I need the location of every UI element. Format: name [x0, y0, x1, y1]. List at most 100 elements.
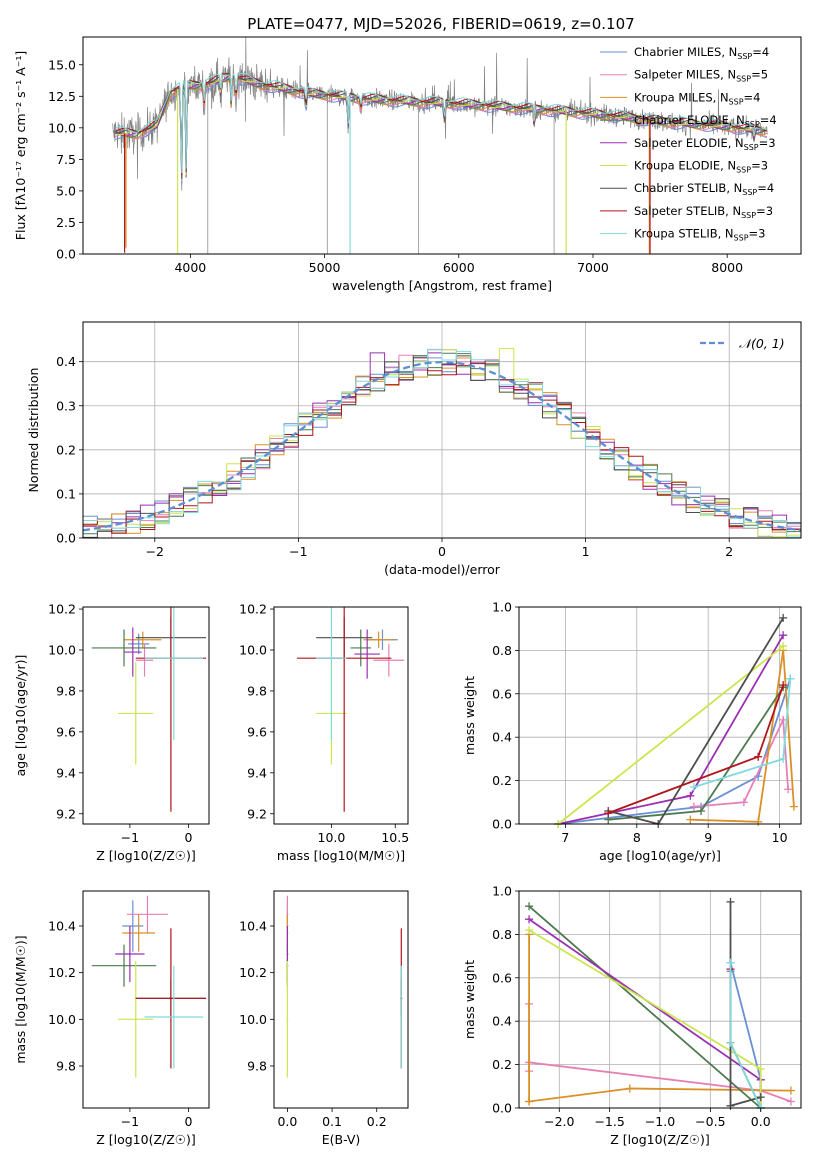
data-point-marker — [689, 802, 698, 811]
legend-label-suffix: =4 — [760, 113, 777, 127]
axes-frame — [82, 606, 210, 825]
data-point-marker — [697, 806, 706, 815]
x-tick-label: 1 — [582, 544, 590, 559]
x-axis-label: mass [log10(M/M☉)] — [277, 848, 405, 863]
data-point-marker — [525, 1097, 534, 1106]
x-axis-label: Z [log10(Z/Z☉)] — [610, 1132, 710, 1147]
series-line — [528, 905, 762, 1109]
y-tick-label: 0.6 — [492, 970, 512, 985]
data-point-marker — [726, 897, 735, 906]
plot-area-mass_z — [91, 895, 207, 1078]
data-point-marker — [789, 802, 798, 811]
x-tick-label: 10 — [772, 830, 788, 845]
legend-label-prefix: Chabrier STELIB, N — [634, 181, 742, 195]
spectrum-legend: Chabrier MILES, NSSP=4 Salpeter MILES, N S… — [600, 45, 777, 243]
legend-label-subscript: SSP — [734, 234, 749, 243]
series-line — [608, 686, 784, 821]
y-tick-label: 9.4 — [247, 765, 267, 780]
data-point-marker — [779, 681, 788, 690]
plot-area-mass_ebv — [286, 895, 403, 1078]
x-tick-label: −2 — [146, 544, 164, 559]
data-point-marker — [525, 902, 534, 911]
y-tick-label: 15.0 — [48, 57, 76, 72]
plot-area-age_z — [91, 607, 207, 812]
y-tick-label: 9.8 — [56, 1059, 76, 1074]
y-tick-label: 0.2 — [492, 1057, 512, 1072]
data-point-marker — [754, 752, 763, 761]
plot-mass_ebv: 0.0 0.1 0.2 9.8 10.0 10.2 10.4 E(B-V) — [239, 890, 409, 1147]
series-line — [528, 918, 762, 1108]
y-tick-label: 0.8 — [492, 927, 512, 942]
legend-label-suffix: =4 — [744, 90, 761, 104]
legend-label-suffix: =3 — [759, 136, 776, 150]
x-tick-label: 9 — [704, 830, 712, 845]
x-tick-label: 7000 — [577, 260, 609, 275]
histogram-step-line — [83, 348, 801, 538]
plot-mass_z: −1 0 9.8 10.0 10.2 10.4 Z [log10(Z/Z☉)] mass [l… — [13, 890, 210, 1147]
x-tick-label: 10.5 — [381, 830, 409, 845]
data-point-marker — [525, 915, 534, 924]
y-tick-label: 10.4 — [48, 919, 76, 934]
data-point-marker — [756, 1093, 765, 1102]
y-tick-label: 10.2 — [239, 602, 267, 617]
data-point-marker — [604, 809, 613, 818]
y-tick-label: 10.0 — [239, 642, 267, 657]
y-tick-label: 0.2 — [492, 773, 512, 788]
x-tick-label: 0 — [185, 830, 193, 845]
plot-area-age_mass — [296, 607, 405, 812]
legend-label-subscript: SSP — [736, 166, 751, 175]
legend-label-suffix: =5 — [751, 68, 768, 82]
y-tick-label: 0.6 — [492, 686, 512, 701]
spectrum-model-line — [114, 73, 768, 181]
y-tick-label: 9.2 — [247, 806, 267, 821]
y-tick-label: 1.0 — [492, 884, 512, 899]
series-line — [558, 634, 784, 825]
x-tick-label: −0.5 — [695, 1114, 725, 1129]
x-tick-label: 5000 — [309, 260, 341, 275]
x-tick-label: 6000 — [443, 260, 475, 275]
plot-age_z: −1 0 9.2 9.4 9.6 9.8 10.0 10.2 Z [log10(Z/Z☉)] ag… — [13, 602, 210, 863]
y-tick-label: 9.2 — [56, 806, 76, 821]
legend-label: 𝒩(0, 1) — [739, 336, 785, 351]
legend-label: Salpeter STELIB, NSSP=3 — [634, 204, 773, 220]
y-tick-label: 2.5 — [56, 215, 76, 230]
x-axis-label: (data-model)/error — [384, 562, 501, 577]
y-tick-label: 0.1 — [56, 486, 76, 501]
axes-frame — [82, 36, 802, 255]
x-axis-label: wavelength [Angstrom, rest frame] — [332, 278, 552, 293]
y-axis-label: age [log10(age/yr)] — [13, 655, 28, 777]
gaussian-reference-line — [83, 360, 801, 532]
x-tick-label: 8 — [633, 830, 641, 845]
legend-label-prefix: Salpeter ELODIE, N — [634, 136, 744, 150]
series-line — [557, 645, 784, 825]
figure-title: PLATE=0477, MJD=52026, FIBERID=0619, z=0… — [247, 15, 634, 33]
y-tick-label: 10.2 — [48, 602, 76, 617]
series-line — [528, 929, 762, 1108]
y-tick-label: 7.5 — [56, 152, 76, 167]
y-tick-label: 9.8 — [247, 1059, 267, 1074]
legend-label-subscript: SSP — [744, 143, 759, 152]
data-point-marker — [779, 642, 788, 651]
plot-area-weight_z — [525, 897, 795, 1112]
y-axis-label: Flux [fλ10⁻¹⁷ erg cm⁻² s⁻¹ A⁻¹] — [13, 51, 28, 240]
y-tick-label: 0.3 — [56, 398, 76, 413]
legend-label-subscript: SSP — [729, 97, 744, 106]
x-axis-label: Z [log10(Z/Z☉)] — [96, 1132, 196, 1147]
y-tick-label: 0.8 — [492, 643, 512, 658]
data-point-marker — [726, 1038, 735, 1047]
legend-label-prefix: Salpeter MILES, N — [634, 68, 736, 82]
y-tick-label: 9.8 — [247, 683, 267, 698]
legend-label: Chabrier MILES, NSSP=4 — [634, 45, 769, 61]
axes-frame — [82, 890, 210, 1109]
data-point-marker — [739, 798, 748, 807]
x-tick-label: 0.0 — [277, 1114, 297, 1129]
spectrum-model-line — [115, 73, 768, 174]
x-tick-label: −1 — [121, 1114, 139, 1129]
plot-area-spectrum — [112, 37, 768, 254]
axes-frame — [273, 606, 409, 825]
x-tick-label: 0.1 — [322, 1114, 342, 1129]
x-axis-label: E(B-V) — [322, 1132, 361, 1147]
spectrum-model-line — [115, 73, 767, 176]
legend-label-subscript: SSP — [745, 120, 760, 129]
